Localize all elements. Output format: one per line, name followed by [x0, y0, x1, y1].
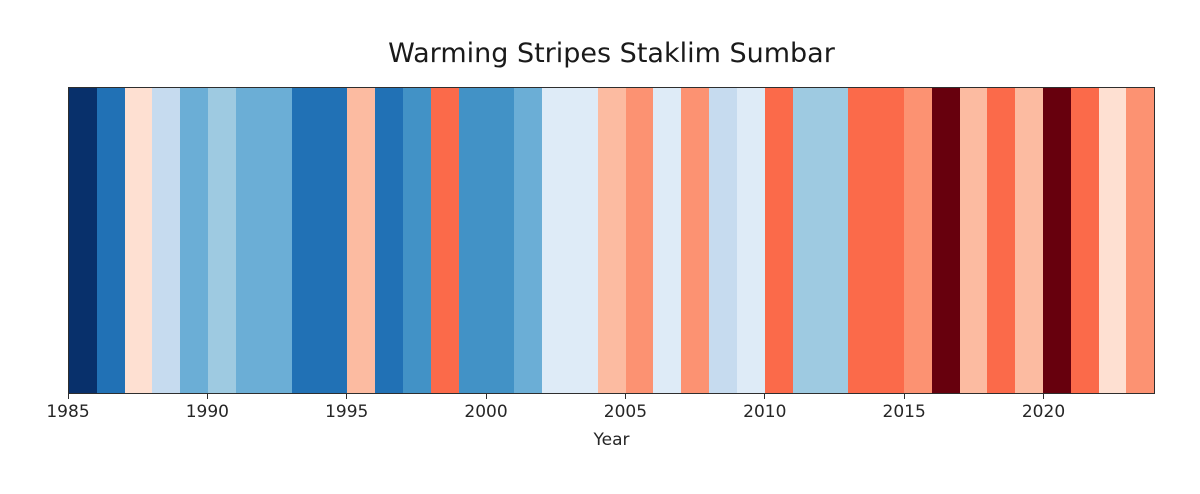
x-tick-label: 1990	[185, 402, 229, 422]
stripe-1988	[152, 88, 181, 393]
stripe-2017	[959, 88, 988, 393]
x-tick-mark	[67, 394, 69, 399]
x-tick-mark	[485, 394, 487, 399]
stripe-1999	[458, 88, 487, 393]
stripe-2008	[709, 88, 737, 393]
x-axis-label: Year	[593, 430, 630, 450]
stripe-1992	[263, 88, 292, 393]
x-tick-mark	[206, 394, 208, 399]
stripe-2006	[653, 88, 682, 393]
stripe-2004	[597, 88, 626, 393]
x-tick-mark	[764, 394, 766, 399]
stripe-2001	[514, 88, 543, 393]
stripe-2021	[1070, 88, 1099, 393]
stripe-1990	[208, 88, 236, 393]
stripe-1991	[235, 88, 264, 393]
stripe-2023	[1126, 88, 1155, 393]
stripe-2000	[486, 88, 515, 393]
stripe-1985	[69, 88, 97, 393]
x-tick-label: 1985	[46, 402, 90, 422]
stripe-2012	[820, 88, 849, 393]
stripe-2015	[903, 88, 932, 393]
x-tick-label: 1995	[325, 402, 369, 422]
x-tick-label: 2020	[1021, 402, 1066, 422]
stripe-2010	[764, 88, 793, 393]
x-tick-label: 2005	[603, 402, 648, 422]
stripe-2011	[792, 88, 821, 393]
stripe-1997	[402, 88, 431, 393]
x-tick-label: 2010	[743, 402, 787, 422]
stripe-2009	[736, 88, 765, 393]
stripe-2018	[987, 88, 1016, 393]
x-tick-mark	[346, 394, 348, 399]
stripe-2003	[569, 88, 598, 393]
stripe-2014	[876, 88, 904, 393]
x-tick-mark	[1043, 394, 1044, 399]
stripe-1989	[180, 88, 209, 393]
chart-title: Warming Stripes Staklim Sumbar	[388, 38, 835, 69]
x-tick-mark	[903, 394, 905, 399]
stripe-1996	[375, 88, 403, 393]
stripe-2007	[681, 88, 710, 393]
x-tick-mark	[624, 394, 626, 399]
plot-area	[68, 87, 1155, 394]
x-tick-label: 2000	[464, 402, 508, 422]
stripe-2022	[1098, 88, 1127, 393]
stripe-1998	[430, 88, 459, 393]
stripe-1995	[347, 88, 376, 393]
x-tick-label: 2015	[882, 402, 926, 422]
stripe-1987	[124, 88, 153, 393]
stripe-2019	[1015, 88, 1043, 393]
stripe-2020	[1042, 88, 1071, 393]
stripe-2016	[931, 88, 960, 393]
stripe-1994	[319, 88, 348, 393]
x-axis-ticks: 1985 1990 1995 2000 2005 2010 2015 2020	[46, 394, 1155, 434]
stripe-2013	[848, 88, 877, 393]
stripe-1993	[291, 88, 320, 393]
stripe-2002	[542, 88, 570, 393]
stripe-2005	[625, 88, 654, 393]
stripe-1986	[96, 88, 125, 393]
